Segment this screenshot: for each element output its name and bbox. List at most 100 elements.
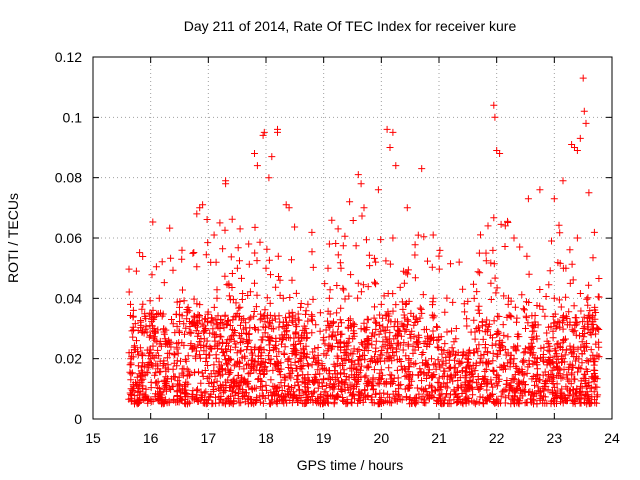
data-point — [190, 369, 198, 377]
data-point — [156, 357, 164, 365]
data-point — [321, 399, 329, 407]
data-point — [203, 318, 211, 326]
y-tick-label: 0.04 — [55, 290, 82, 306]
data-point — [539, 385, 547, 393]
data-point — [279, 334, 287, 342]
data-point — [197, 379, 205, 387]
x-tick-label: 15 — [85, 430, 101, 446]
data-point — [494, 327, 502, 335]
data-point — [320, 375, 328, 383]
data-point — [402, 269, 410, 277]
data-point — [533, 302, 541, 309]
data-point — [447, 364, 455, 371]
data-point — [159, 362, 167, 370]
data-point — [154, 310, 162, 317]
data-point — [554, 318, 562, 326]
data-point — [428, 263, 436, 271]
data-point — [126, 361, 134, 369]
data-point — [189, 394, 197, 402]
data-point — [331, 370, 339, 378]
data-point — [164, 361, 172, 369]
data-point — [127, 300, 134, 308]
data-point — [266, 299, 274, 307]
data-point — [127, 312, 134, 319]
data-point — [260, 371, 268, 378]
data-point — [271, 312, 279, 320]
data-point — [443, 372, 451, 380]
data-point — [235, 304, 243, 312]
data-point — [336, 259, 344, 267]
data-point — [458, 358, 466, 366]
data-point — [364, 347, 372, 354]
data-point — [291, 223, 299, 231]
data-point — [403, 204, 411, 212]
data-point — [372, 280, 380, 288]
data-point — [155, 294, 163, 302]
data-point — [364, 283, 372, 291]
data-point — [141, 391, 149, 399]
data-point — [126, 368, 134, 376]
data-point — [473, 345, 480, 353]
data-point — [164, 349, 172, 357]
data-point — [579, 325, 587, 332]
data-point — [420, 233, 428, 241]
data-point — [387, 344, 395, 352]
data-point — [495, 313, 503, 320]
data-point — [495, 347, 503, 355]
data-point — [354, 399, 362, 407]
data-point — [586, 307, 594, 315]
data-point — [191, 352, 199, 360]
y-axis-ticks: 0 0.02 0.04 0.06 0.08 0.1 0.12 — [55, 49, 612, 427]
data-point — [250, 308, 258, 315]
data-point — [430, 361, 438, 369]
data-point — [146, 322, 154, 330]
data-point — [489, 349, 497, 357]
data-point — [292, 321, 300, 329]
data-point — [145, 360, 153, 368]
data-point — [173, 322, 181, 330]
y-axis-label: ROTI / TECUs — [5, 193, 21, 283]
data-point — [127, 376, 135, 384]
data-point — [216, 219, 224, 227]
data-point — [371, 303, 378, 311]
data-point — [439, 357, 447, 365]
data-point — [573, 147, 581, 154]
data-point — [448, 344, 456, 352]
data-point — [493, 147, 501, 154]
data-point — [142, 323, 150, 331]
data-point — [448, 327, 455, 335]
data-point — [498, 388, 506, 396]
data-point — [291, 382, 299, 390]
data-point — [404, 270, 412, 278]
data-point — [136, 249, 144, 257]
data-point — [501, 222, 509, 230]
data-point — [458, 367, 466, 375]
data-point — [549, 334, 557, 342]
data-point — [243, 361, 250, 369]
data-point — [369, 377, 377, 385]
data-point — [277, 359, 285, 367]
data-point — [477, 231, 484, 239]
data-point — [152, 369, 160, 377]
data-point — [364, 362, 372, 370]
data-point — [195, 368, 202, 376]
data-point — [320, 350, 328, 358]
data-point — [349, 350, 357, 358]
data-point — [133, 373, 141, 381]
data-point — [203, 354, 211, 362]
data-point — [293, 372, 301, 380]
data-point — [225, 280, 233, 288]
data-point — [361, 386, 369, 394]
data-point — [592, 374, 600, 382]
data-point — [337, 385, 345, 393]
data-point — [355, 369, 363, 377]
data-point — [132, 267, 140, 275]
data-point — [450, 396, 458, 404]
data-point — [131, 320, 139, 328]
data-point — [245, 260, 253, 268]
data-point — [363, 323, 371, 331]
data-point — [194, 385, 201, 393]
data-point — [238, 354, 246, 362]
data-point — [395, 385, 403, 393]
data-point — [482, 249, 490, 257]
